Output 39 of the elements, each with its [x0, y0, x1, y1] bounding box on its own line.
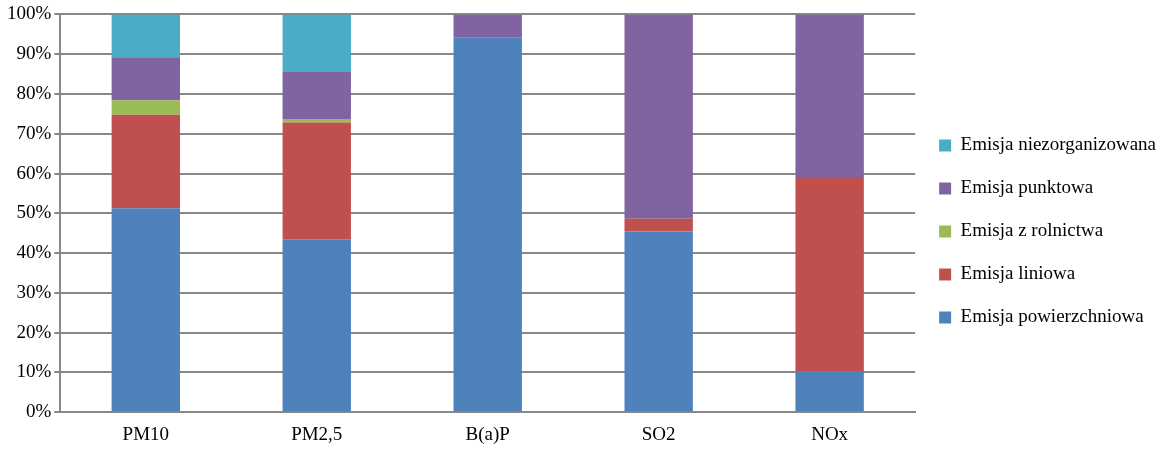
y-tick-label: 40% — [16, 241, 52, 263]
y-tick-label: 80% — [16, 81, 52, 103]
legend-label: Emisja powierzchniowa — [960, 305, 1145, 327]
bar — [111, 100, 180, 115]
y-tick-label: 0% — [26, 400, 52, 422]
x-tick-label: SO2 — [641, 422, 676, 444]
y-tick-label: 100% — [7, 2, 52, 24]
legend-label: Emisja z rolnictwa — [960, 219, 1104, 241]
bar — [111, 57, 180, 101]
bar — [111, 14, 180, 58]
x-tick-label: B(a)P — [465, 422, 510, 445]
bar — [624, 14, 693, 219]
bar — [282, 239, 351, 412]
bar — [624, 231, 693, 412]
x-tick-label: NOx — [811, 422, 849, 444]
y-tick-label: 60% — [16, 161, 52, 183]
x-tick-label: PM10 — [122, 422, 170, 444]
y-tick-label: 90% — [16, 42, 52, 64]
bar — [282, 14, 351, 73]
bar — [111, 208, 180, 412]
bar — [282, 122, 351, 240]
y-tick-label: 20% — [16, 320, 52, 342]
legend-label: Emisja niezorganizowana — [960, 133, 1157, 155]
bar — [795, 177, 864, 372]
y-tick-label: 10% — [16, 360, 52, 382]
bar — [624, 218, 693, 232]
y-tick-label: 50% — [16, 201, 52, 223]
bar — [282, 72, 351, 120]
bar — [111, 114, 180, 209]
bar — [453, 37, 522, 412]
y-tick-label: 70% — [16, 121, 52, 143]
y-tick-label: 30% — [16, 280, 52, 302]
bar — [282, 119, 351, 123]
x-tick-label: PM2,5 — [291, 422, 343, 444]
bar — [795, 14, 864, 178]
bar — [453, 14, 522, 38]
bar — [795, 371, 864, 412]
legend-label: Emisja liniowa — [960, 262, 1076, 284]
legend-label: Emisja punktowa — [960, 176, 1094, 198]
